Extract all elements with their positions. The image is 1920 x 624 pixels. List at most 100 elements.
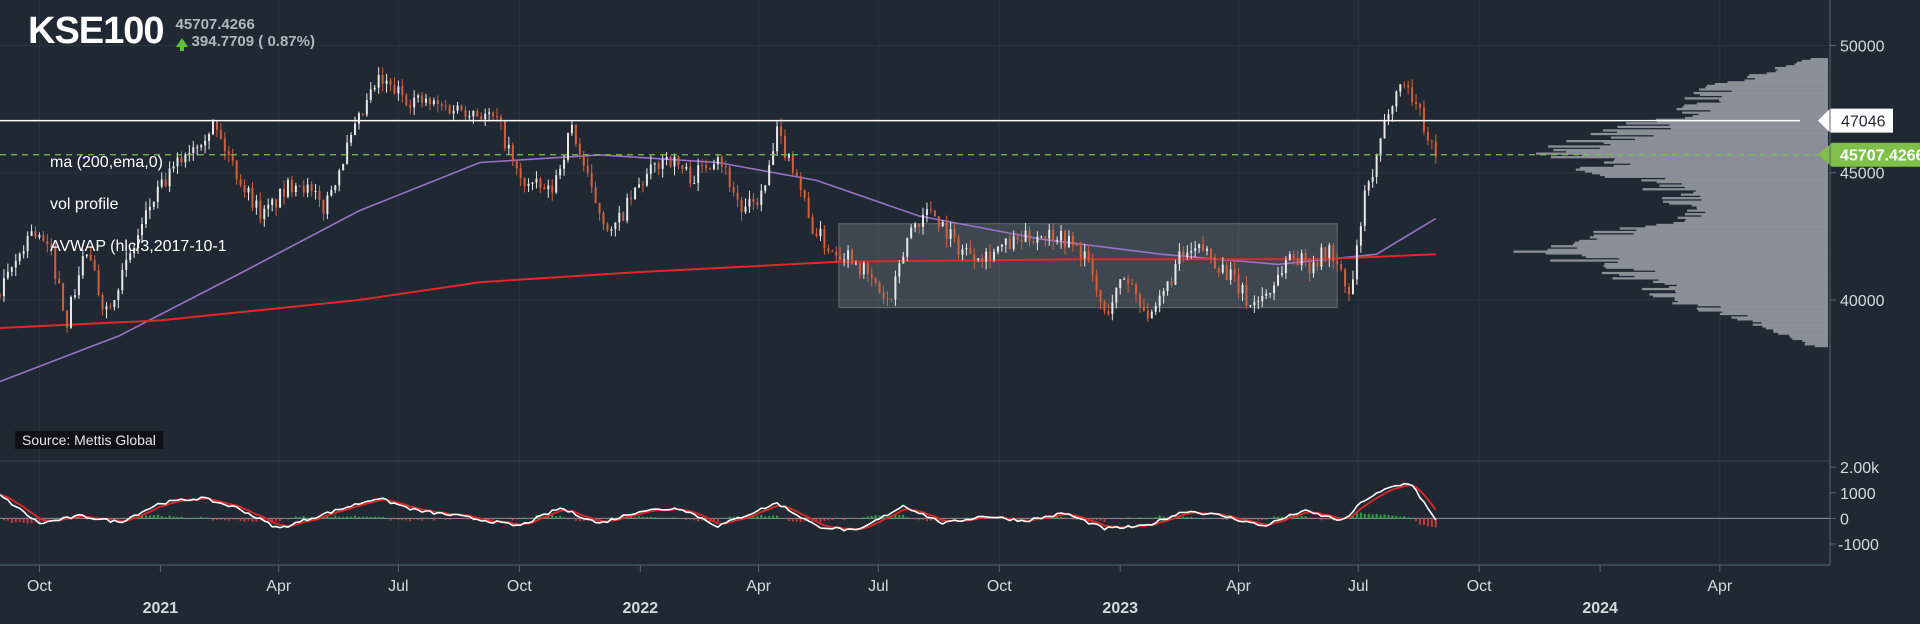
candle-body — [835, 251, 838, 256]
candle-body — [330, 190, 333, 196]
candle-body — [614, 222, 617, 230]
candle-body — [740, 199, 743, 212]
volume-profile-bar — [1720, 305, 1828, 309]
candle-body — [780, 126, 783, 136]
candle-body — [472, 111, 475, 117]
candle-body — [744, 206, 747, 212]
candle-body — [985, 251, 988, 262]
candle-body — [488, 112, 491, 114]
candle-body — [93, 259, 96, 271]
candle-body — [641, 184, 644, 186]
price-levels: 47046 45707.4266 — [0, 108, 1920, 167]
x-tick-year-label: 2021 — [143, 600, 179, 617]
candle-body — [697, 165, 700, 184]
range-box-layer — [838, 223, 1338, 309]
candle-body — [515, 161, 518, 169]
volume-profile-bar — [1551, 245, 1828, 248]
candle-body — [1277, 274, 1280, 286]
candle-body — [851, 250, 854, 264]
volume-profile-bar — [1633, 268, 1828, 271]
volume-profile-bar — [1603, 141, 1828, 145]
candle-body — [1328, 245, 1331, 259]
candle-body — [432, 100, 435, 105]
volume-profile-bar — [1649, 293, 1828, 296]
candle-body — [271, 199, 274, 205]
volume-profile-bar — [1699, 93, 1828, 96]
candle-body — [1135, 284, 1138, 295]
candle-body — [227, 151, 230, 156]
indicator-avwap-label[interactable]: AVWAP (hlc/3,2017-10-1 — [50, 238, 227, 255]
candle-body — [208, 134, 211, 141]
candle-body — [1202, 244, 1205, 251]
candle-body — [1123, 278, 1126, 280]
volume-profile-bar — [1577, 246, 1828, 250]
volume-profile-bar — [1548, 145, 1828, 148]
volume-profile-bar — [1665, 177, 1828, 180]
volume-profile-bar — [1810, 58, 1828, 61]
volume-profile-bar — [1513, 250, 1828, 253]
volume-profile-bar — [1617, 125, 1828, 129]
volume-profile-bar — [1804, 343, 1828, 346]
candle-body — [204, 140, 207, 146]
volume-profile-bar — [1684, 220, 1828, 223]
candle-body — [251, 188, 254, 208]
candle-body — [610, 229, 613, 231]
volume-profile-bar — [1684, 186, 1828, 189]
candle-body — [160, 179, 163, 187]
candle-body — [499, 117, 502, 121]
indicator-ma-label[interactable]: ma (200,ema,0) — [50, 154, 163, 171]
x-tick-month: Oct — [1467, 578, 1492, 595]
volume-profile-bar — [1794, 63, 1828, 66]
candle-body — [878, 283, 881, 293]
candle-body — [709, 168, 712, 170]
volume-profile-bar — [1790, 336, 1828, 339]
candle-body — [527, 183, 530, 186]
candle-body — [720, 157, 723, 167]
osc-y-tick-label: -1000 — [1838, 537, 1879, 554]
price-change: 394.7709 ( 0.87%) — [175, 33, 315, 51]
volume-profile-bar — [1731, 90, 1828, 93]
candle-body — [1308, 261, 1311, 274]
candle-body — [389, 80, 392, 85]
candle-body — [148, 206, 151, 211]
candle-body — [401, 86, 404, 96]
candle-body — [1115, 288, 1118, 303]
candle-body — [1407, 85, 1410, 88]
candle-body — [239, 179, 242, 186]
candle-body — [492, 112, 495, 117]
volume-profile-bar — [1658, 279, 1828, 282]
osc-y-tick-label: 0 — [1840, 511, 1849, 528]
candle-body — [1087, 251, 1090, 261]
x-tick-month: Apr — [746, 578, 772, 595]
candle-body — [1375, 155, 1378, 177]
candle-body — [1174, 264, 1177, 285]
volume-profile-bar — [1619, 273, 1828, 276]
candle-body — [551, 185, 554, 193]
candle-body — [685, 166, 688, 169]
candle-body — [1036, 236, 1039, 243]
candle-body — [267, 204, 270, 209]
candle-body — [898, 263, 901, 277]
candle-body — [894, 276, 897, 300]
candle-body — [1257, 301, 1260, 303]
candle-body — [1032, 241, 1035, 243]
volume-profile-bar — [1775, 70, 1828, 73]
candle-body — [657, 163, 660, 169]
candle-body — [6, 271, 9, 278]
volume-profile-bar — [1698, 309, 1828, 312]
candle-body — [760, 190, 763, 206]
candle-body — [223, 138, 226, 152]
candle-body — [1016, 236, 1019, 240]
candle-body — [1241, 284, 1244, 294]
candle-body — [73, 295, 76, 298]
indicator-vol-profile-label[interactable]: vol profile — [50, 196, 119, 213]
candle-body — [298, 185, 301, 187]
candle-body — [886, 298, 889, 300]
volume-profile-bar — [1687, 209, 1828, 212]
candle-body — [354, 123, 357, 136]
candle-body — [673, 156, 676, 167]
volume-profile-bar — [1747, 75, 1828, 79]
volume-profile-bar — [1574, 241, 1828, 244]
volume-profile-bar — [1697, 207, 1828, 211]
